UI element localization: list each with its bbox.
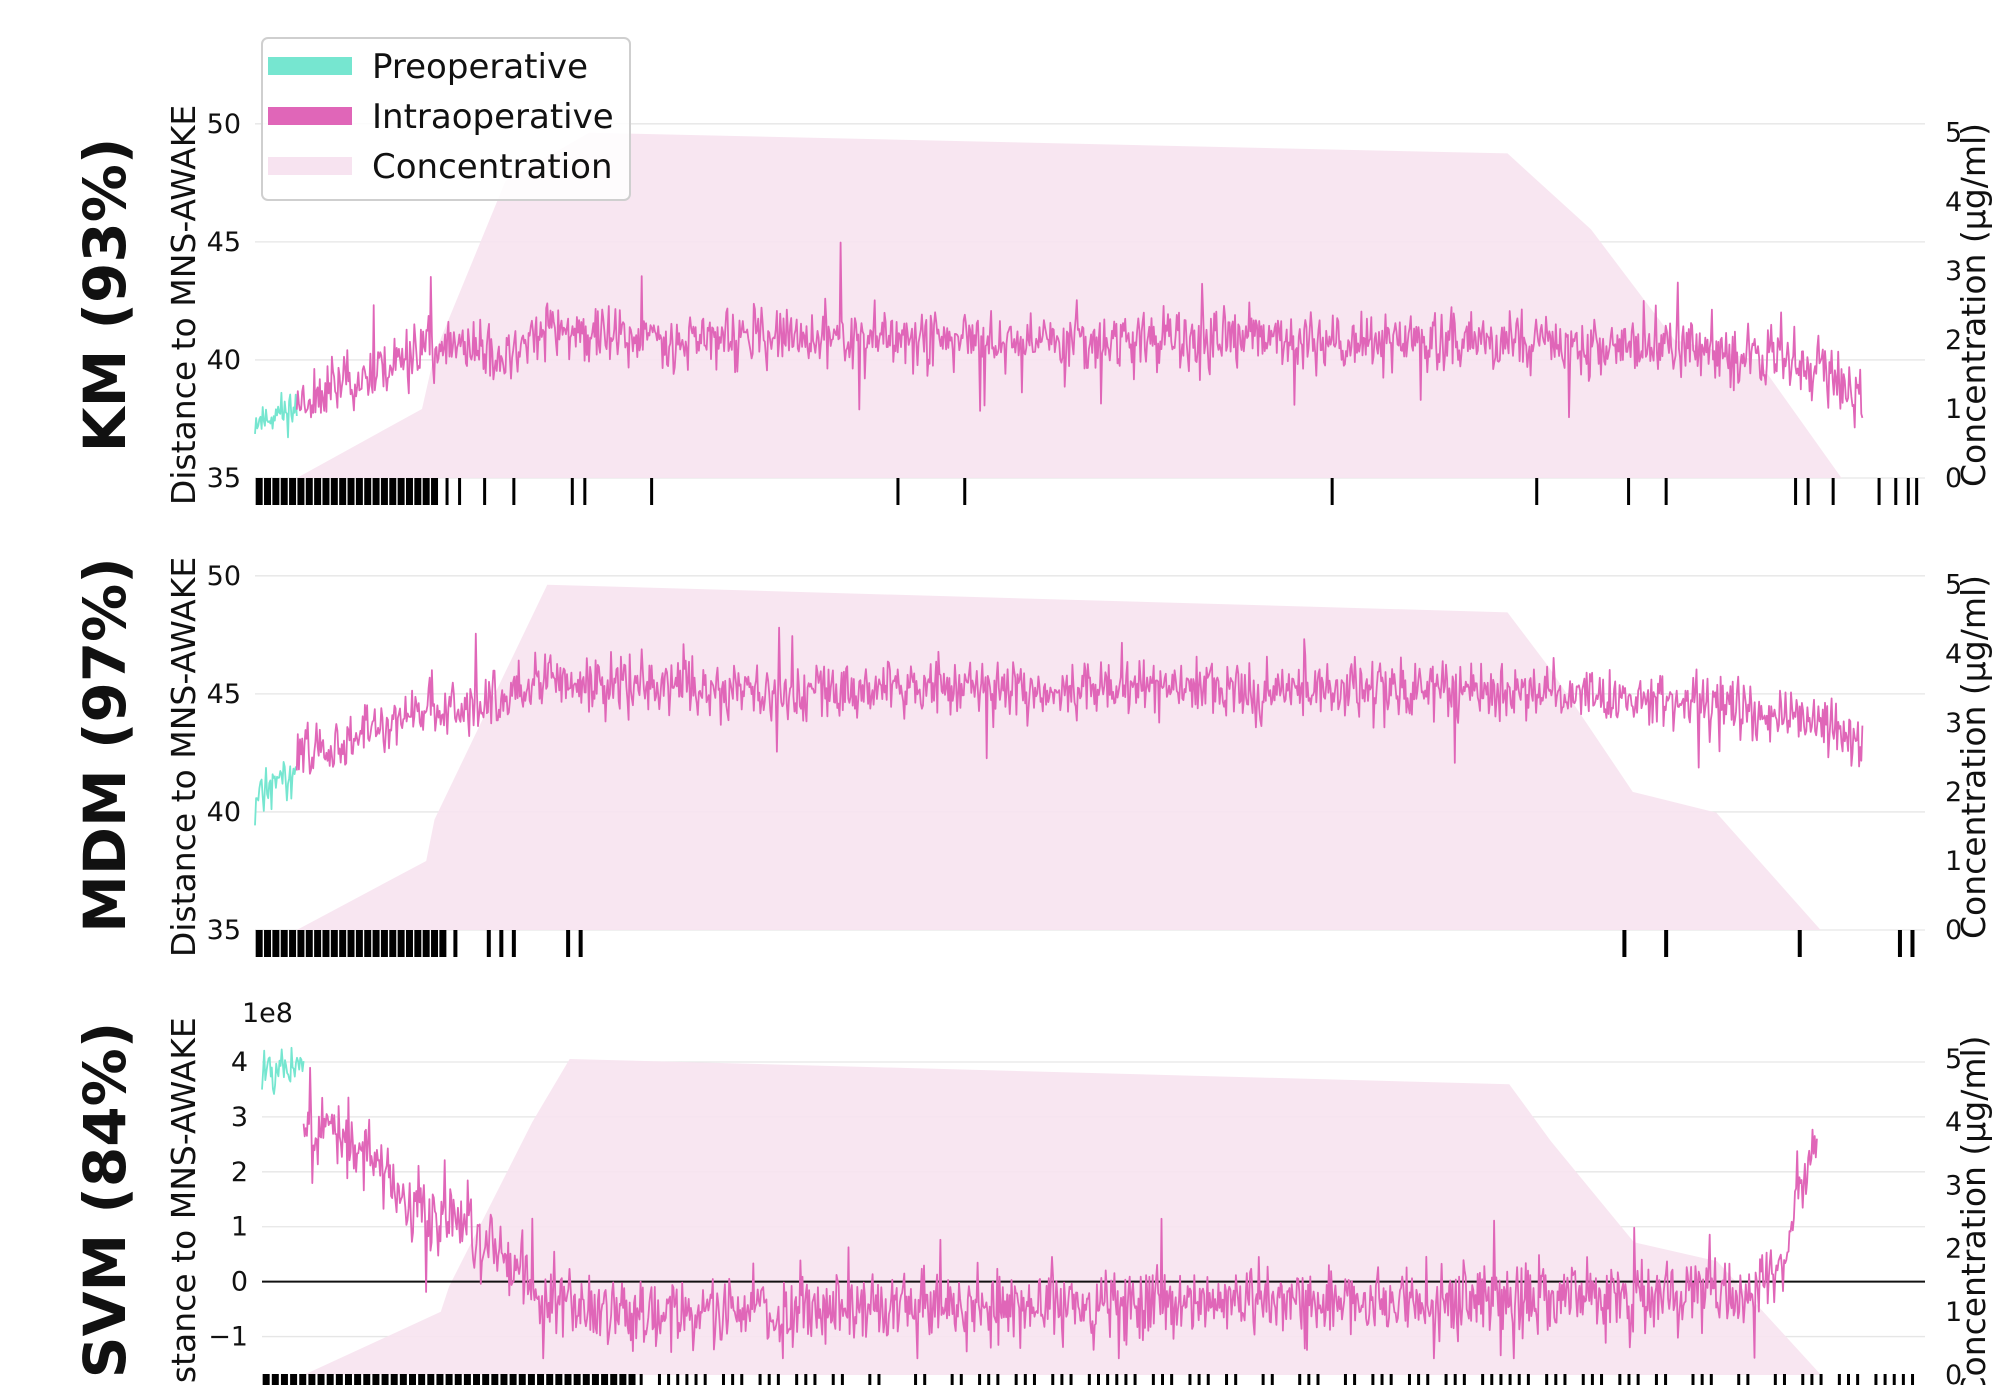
series-line-preoperative: [261, 1046, 305, 1095]
y2-tick-label: 2: [1945, 325, 1962, 356]
y-axis-label: Distance to MNS-AWAKE: [164, 1017, 203, 1385]
y-tick-label: 35: [207, 915, 241, 946]
y2-tick-label: 5: [1945, 570, 1962, 601]
y-tick-label: 0: [231, 1267, 248, 1298]
y2-tick-label: 4: [1945, 639, 1962, 670]
y2-tick-label: 1: [1945, 846, 1962, 877]
panel-2: −1 0 1 2 3 4 1e8 0 1 2 3 4 5 Distance to MNS-AWAKE Con…: [71, 998, 1993, 1389]
y2-tick-label: 1: [1945, 1297, 1962, 1328]
y-tick-label: 50: [207, 109, 241, 140]
y2-tick-label: 3: [1945, 1170, 1962, 1201]
series-line-preoperative: [254, 391, 298, 439]
y2-tick-label: 0: [1945, 463, 1962, 494]
legend: Preoperative Intraoperative Concentration: [261, 37, 631, 201]
y-axis-label: Distance to MNS-AWAKE: [164, 105, 203, 505]
y-tick-label: 40: [207, 345, 241, 376]
y2-axis-label: Concentration (µg/ml): [1954, 1035, 1993, 1385]
y2-tick-label: 2: [1945, 1234, 1962, 1265]
series-line-intraoperative: [302, 1066, 1818, 1360]
y2-tick-label: 0: [1945, 915, 1962, 946]
y2-tick-label: 5: [1945, 118, 1962, 149]
y-scale-note: 1e8: [242, 998, 293, 1029]
y2-tick-label: 3: [1945, 256, 1962, 287]
legend-box: [261, 37, 631, 201]
y-tick-label: 2: [231, 1157, 248, 1188]
y-tick-label: 40: [207, 797, 241, 828]
y-tick-label: 45: [207, 679, 241, 710]
y2-tick-label: 4: [1945, 1107, 1962, 1138]
y2-axis-label: Concentration (µg/ml): [1954, 575, 1993, 939]
series-line-intraoperative: [295, 626, 1864, 775]
y2-tick-label: 4: [1945, 187, 1962, 218]
legend-swatch: [268, 57, 352, 75]
y2-axis-label: Concentration (µg/ml): [1954, 123, 1993, 487]
y-tick-label: 1: [231, 1212, 248, 1243]
panel-title: SVM (84%): [71, 1022, 139, 1378]
y-axis-label: Distance to MNS-AWAKE: [164, 557, 203, 957]
legend-label: Intraoperative: [372, 97, 614, 137]
y2-tick-label: 0: [1945, 1360, 1962, 1385]
y2-tick-label: 1: [1945, 394, 1962, 425]
y-tick-label: 4: [231, 1047, 248, 1078]
series-line-preoperative: [254, 761, 298, 826]
panel-title: KM (93%): [71, 138, 139, 453]
y-tick-label: 3: [231, 1102, 248, 1133]
y2-tick-label: 3: [1945, 708, 1962, 739]
series-line-intraoperative: [295, 241, 1864, 429]
legend-label: Concentration: [372, 147, 613, 187]
y-tick-label: 50: [207, 561, 241, 592]
y-tick-label: −1: [208, 1322, 248, 1353]
y-tick-label: 35: [207, 463, 241, 494]
legend-swatch: [268, 107, 352, 125]
concentration-area: [296, 132, 1842, 478]
panel-title: MDM (97%): [71, 557, 139, 933]
legend-swatch: [268, 157, 352, 175]
y2-tick-label: 2: [1945, 777, 1962, 808]
y-tick-label: 45: [207, 227, 241, 258]
y2-tick-label: 5: [1945, 1044, 1962, 1075]
legend-label: Preoperative: [372, 47, 588, 87]
concentration-area: [296, 584, 1821, 930]
